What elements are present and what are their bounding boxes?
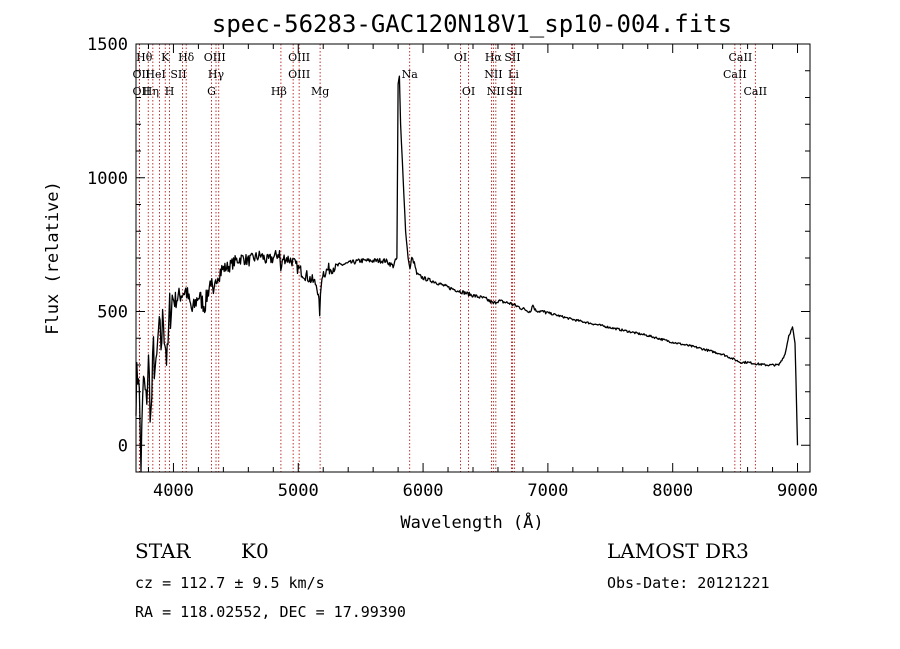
redshift-velocity: cz = 112.7 ± 9.5 km/s: [135, 574, 325, 592]
x-tick-label-1: 5000: [278, 481, 319, 501]
survey-name: LAMOST DR3: [607, 539, 749, 563]
x-tick-label-0: 4000: [153, 481, 194, 501]
line-label-11: Hγ: [208, 68, 225, 81]
y-tick-label-2: 1000: [87, 169, 128, 189]
object-subclass: K0: [241, 539, 269, 563]
line-label-21: NII: [487, 85, 505, 98]
line-label-3: Hη: [143, 85, 159, 98]
line-label-4: HeI: [145, 68, 165, 81]
line-label-14: OIII: [288, 68, 310, 81]
line-label-16: Na: [402, 68, 419, 81]
x-tick-label-4: 8000: [652, 481, 693, 501]
x-axis-label: Wavelength (Å): [400, 511, 543, 533]
line-label-8: Hδ: [178, 51, 195, 64]
line-label-15: Mg: [311, 85, 329, 98]
y-axis-label: Flux (relative): [43, 181, 63, 335]
line-label-25: CaII: [729, 51, 753, 64]
spectrum-line: [135, 75, 799, 473]
line-label-0: Hθ: [136, 51, 153, 64]
x-tick-label-3: 7000: [527, 481, 568, 501]
line-label-17: OI: [454, 51, 467, 64]
object-class: STAR: [135, 539, 191, 563]
coordinates: RA = 118.02552, DEC = 17.99390: [135, 603, 406, 621]
line-label-10: OIII: [204, 51, 226, 64]
line-label-22: SII: [504, 51, 520, 64]
spectral-line-labels: HθOIIOIIHηHeIKHSIIHδGOIIIHγHβOIIIOIIIMgN…: [133, 51, 768, 98]
line-label-27: CaII: [743, 85, 767, 98]
spectral-line-markers: [138, 44, 756, 472]
x-tick-label-2: 6000: [403, 481, 444, 501]
line-label-19: Hα: [485, 51, 503, 64]
line-label-18: OI: [462, 85, 475, 98]
line-label-23: Li: [508, 68, 519, 81]
line-label-24: SII: [506, 85, 522, 98]
y-tick-label-0: 0: [118, 436, 128, 456]
line-label-13: OIII: [288, 51, 310, 64]
line-label-26: CaII: [723, 68, 747, 81]
line-label-9: G: [207, 85, 216, 98]
line-label-5: K: [161, 51, 170, 64]
line-label-7: SII: [170, 68, 186, 81]
line-label-12: Hβ: [271, 85, 287, 98]
chart-title: spec-56283-GAC120N18V1_sp10-004.fits: [212, 10, 732, 38]
x-tick-label-5: 9000: [777, 481, 818, 501]
line-label-2: OII: [133, 85, 151, 98]
observation-date: Obs-Date: 20121221: [607, 574, 770, 592]
line-label-6: H: [165, 85, 175, 98]
axes: 4000 5000 6000 7000 8000 9000 0 500 1000 1500: [87, 35, 818, 501]
y-tick-label-3: 1500: [87, 35, 128, 55]
y-tick-label-1: 500: [97, 303, 128, 323]
line-label-20: NII: [484, 68, 502, 81]
